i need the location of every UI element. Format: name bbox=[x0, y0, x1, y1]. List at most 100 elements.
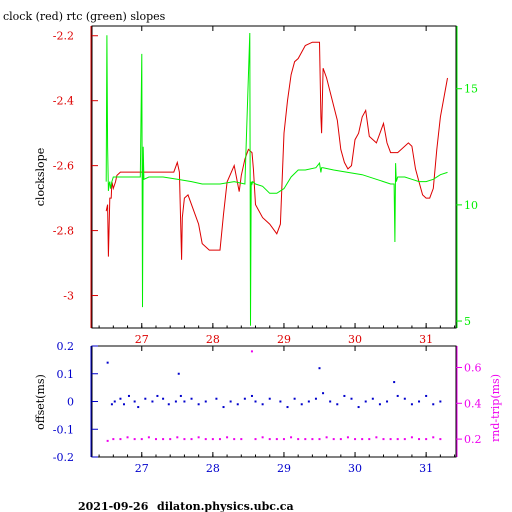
offset-series-offset-ms--point bbox=[133, 400, 136, 403]
offset-series-rnd-trip-ms--point bbox=[290, 436, 293, 439]
offset-series-offset-ms--point bbox=[357, 406, 360, 409]
offset-series-rnd-trip-ms--point bbox=[418, 438, 421, 441]
offset-series-rnd-trip-ms--point bbox=[204, 438, 207, 441]
offset-series-offset-ms--point bbox=[137, 406, 140, 409]
offset-x-tick-label: 27 bbox=[135, 462, 149, 475]
slope-x-tick-label: 31 bbox=[419, 333, 433, 346]
offset-series-offset-ms--point bbox=[403, 397, 406, 400]
offset-series-offset-ms--point bbox=[314, 397, 317, 400]
slope-y2-tick-label: 10 bbox=[464, 199, 478, 212]
offset-series-rnd-trip-ms--point bbox=[368, 438, 371, 441]
offset-series-offset-ms--point bbox=[190, 397, 193, 400]
offset-series-offset-ms--point bbox=[229, 400, 232, 403]
offset-series-rnd-trip-ms--point bbox=[162, 438, 165, 441]
offset-series-group bbox=[106, 350, 442, 442]
offset-series-rnd-trip-ms--point bbox=[389, 438, 392, 441]
slope-plot-frame bbox=[91, 25, 457, 329]
offset-series-offset-ms--point bbox=[350, 397, 353, 400]
slope-y2-tick-label: 15 bbox=[464, 83, 478, 96]
offset-series-offset-ms--point bbox=[222, 406, 225, 409]
slope-x-tick-label: 29 bbox=[277, 333, 291, 346]
offset-y-label: offset(ms) bbox=[34, 374, 47, 430]
offset-series-rnd-trip-ms--point bbox=[250, 350, 253, 353]
offset-series-offset-ms--point bbox=[122, 403, 125, 406]
offset-series-rnd-trip-ms--point bbox=[147, 436, 150, 439]
offset-series-rnd-trip-ms--point bbox=[361, 438, 364, 441]
slope-y-tick-label: -2.4 bbox=[53, 95, 74, 108]
offset-y-tick-label: 0 bbox=[67, 396, 74, 409]
slope-axes-group: 27 28 29 30 31 -2.2 -2.4 -2.6 -2.8 -3 15 10 5 bbox=[53, 26, 478, 346]
offset-chart: 27 28 29 30 31 0.2 0.1 0 -0.1 -0.2 0.6 0.4 0.2 offse… bbox=[34, 340, 502, 475]
offset-series-offset-ms--point bbox=[106, 361, 109, 364]
offset-series-rnd-trip-ms--point bbox=[154, 438, 157, 441]
offset-series-offset-ms--point bbox=[197, 403, 200, 406]
offset-series-rnd-trip-ms--point bbox=[183, 438, 186, 441]
offset-series-offset-ms--point bbox=[236, 403, 239, 406]
offset-series-rnd-trip-ms--point bbox=[190, 438, 193, 441]
offset-series-offset-ms--point bbox=[156, 394, 159, 397]
offset-series-rnd-trip-ms--point bbox=[211, 438, 214, 441]
offset-series-offset-ms--point bbox=[261, 403, 264, 406]
offset-plot-frame bbox=[91, 345, 457, 458]
slope-x-tick-label: 30 bbox=[348, 333, 362, 346]
offset-series-offset-ms--point bbox=[386, 400, 389, 403]
offset-series-rnd-trip-ms--point bbox=[396, 438, 399, 441]
offset-series-rnd-trip-ms--point bbox=[140, 438, 143, 441]
offset-series-rnd-trip-ms--point bbox=[233, 438, 236, 441]
offset-series-offset-ms--point bbox=[113, 400, 116, 403]
offset-series-rnd-trip-ms--point bbox=[261, 436, 264, 439]
offset-series-rnd-trip-ms--point bbox=[439, 438, 442, 441]
offset-y2-tick-label: 0.2 bbox=[464, 433, 482, 446]
offset-series-rnd-trip-ms--point bbox=[176, 436, 179, 439]
offset-series-offset-ms--point bbox=[336, 403, 339, 406]
offset-series-rnd-trip-ms--point bbox=[339, 438, 342, 441]
offset-series-rnd-trip-ms--point bbox=[297, 438, 300, 441]
slope-y-tick-label: -3 bbox=[63, 290, 74, 303]
offset-series-rnd-trip-ms--point bbox=[218, 438, 221, 441]
offset-series-rnd-trip-ms--point bbox=[318, 438, 321, 441]
offset-series-offset-ms--point bbox=[268, 397, 271, 400]
offset-series-offset-ms--point bbox=[254, 400, 257, 403]
offset-series-offset-ms--point bbox=[215, 397, 218, 400]
offset-y2-tick-label: 0.4 bbox=[464, 397, 482, 410]
offset-axes-group: 27 28 29 30 31 0.2 0.1 0 -0.1 -0.2 0.6 0.4 0.2 bbox=[53, 340, 482, 475]
offset-series-rnd-trip-ms--point bbox=[410, 436, 413, 439]
slope-chart: 27 28 29 30 31 -2.2 -2.4 -2.6 -2.8 -3 15 10 5 clocks… bbox=[34, 25, 478, 346]
offset-series-rnd-trip-ms--point bbox=[332, 438, 335, 441]
offset-series-offset-ms--point bbox=[243, 397, 246, 400]
offset-x-tick-label: 31 bbox=[419, 462, 433, 475]
offset-series-offset-ms--point bbox=[343, 394, 346, 397]
offset-series-rnd-trip-ms--point bbox=[268, 438, 271, 441]
offset-series-offset-ms--point bbox=[432, 403, 435, 406]
offset-y-tick-label: 0.2 bbox=[57, 340, 75, 353]
offset-series-offset-ms--point bbox=[410, 403, 413, 406]
offset-series-offset-ms--point bbox=[127, 394, 130, 397]
offset-series-offset-ms--point bbox=[293, 397, 296, 400]
offset-series-offset-ms--point bbox=[318, 367, 321, 370]
offset-series-rnd-trip-ms--point bbox=[354, 438, 357, 441]
offset-series-rnd-trip-ms--point bbox=[126, 436, 129, 439]
offset-series-offset-ms--point bbox=[179, 394, 182, 397]
offset-series-rnd-trip-ms--point bbox=[403, 438, 406, 441]
offset-series-offset-ms--point bbox=[425, 394, 428, 397]
slope-x-tick-label: 27 bbox=[135, 333, 149, 346]
offset-series-rnd-trip-ms--point bbox=[133, 438, 136, 441]
offset-series-rnd-trip-ms--point bbox=[112, 438, 115, 441]
offset-series-rnd-trip-ms--point bbox=[432, 436, 435, 439]
slope-y2-tick-label: 5 bbox=[464, 315, 471, 328]
offset-series-rnd-trip-ms--point bbox=[304, 438, 307, 441]
offset-series-offset-ms--point bbox=[286, 406, 289, 409]
offset-series-offset-ms--point bbox=[393, 381, 396, 384]
slope-series-clock-line bbox=[105, 41, 448, 260]
offset-y-tick-label: -0.1 bbox=[53, 423, 74, 436]
roundtrip-y-label: rnd-trip(ms) bbox=[489, 374, 502, 442]
offset-series-offset-ms--point bbox=[204, 400, 207, 403]
offset-series-offset-ms--point bbox=[378, 403, 381, 406]
offset-series-rnd-trip-ms--point bbox=[375, 436, 378, 439]
offset-series-rnd-trip-ms--point bbox=[197, 436, 200, 439]
offset-series-rnd-trip-ms--point bbox=[254, 438, 257, 441]
offset-series-rnd-trip-ms--point bbox=[346, 436, 349, 439]
offset-x-tick-label: 30 bbox=[348, 462, 362, 475]
offset-series-offset-ms--point bbox=[162, 397, 165, 400]
